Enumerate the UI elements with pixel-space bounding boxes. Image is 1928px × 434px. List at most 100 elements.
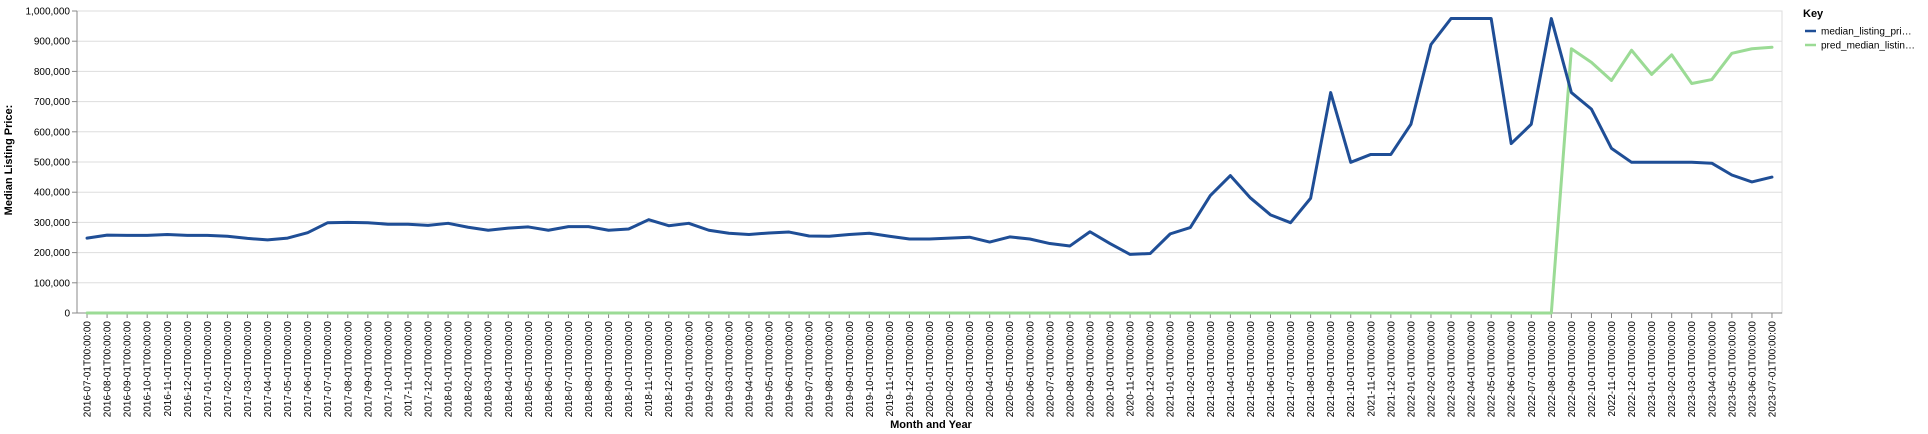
y-tick-label: 400,000 — [34, 188, 71, 199]
y-tick-label: 200,000 — [34, 248, 71, 259]
x-tick-label: 2020-04-01T00:00:00 — [985, 321, 996, 418]
x-tick-label: 2021-06-01T00:00:00 — [1266, 321, 1277, 418]
x-tick-label: 2021-04-01T00:00:00 — [1226, 321, 1237, 418]
x-tick-label: 2017-06-01T00:00:00 — [303, 321, 314, 418]
x-tick-label: 2019-05-01T00:00:00 — [765, 321, 776, 418]
x-tick-label: 2023-03-01T00:00:00 — [1687, 321, 1698, 418]
x-tick-label: 2022-08-01T00:00:00 — [1547, 321, 1558, 418]
legend-label: pred_median_listin… — [1821, 41, 1915, 52]
x-tick-label: 2019-09-01T00:00:00 — [845, 321, 856, 418]
x-tick-label: 2023-02-01T00:00:00 — [1667, 321, 1678, 418]
x-tick-label: 2019-01-01T00:00:00 — [684, 321, 695, 418]
x-tick-label: 2019-11-01T00:00:00 — [885, 321, 896, 417]
y-tick-label: 100,000 — [34, 278, 71, 289]
x-tick-label: 2018-06-01T00:00:00 — [544, 321, 555, 418]
x-tick-label: 2022-09-01T00:00:00 — [1567, 321, 1578, 418]
y-axis: 0 100,000 200,000 300,000 400,000 500,000 600,… — [26, 7, 78, 320]
x-tick-label: 2018-11-01T00:00:00 — [644, 321, 655, 417]
x-tick-label: 2018-09-01T00:00:00 — [604, 321, 615, 418]
y-tick-label: 700,000 — [34, 97, 71, 108]
x-tick-label: 2023-01-01T00:00:00 — [1647, 321, 1658, 418]
x-tick-label: 2022-10-01T00:00:00 — [1587, 321, 1598, 418]
x-tick-label: 2021-12-01T00:00:00 — [1386, 321, 1397, 418]
x-tick-label: 2021-02-01T00:00:00 — [1186, 321, 1197, 418]
x-tick-label: 2019-06-01T00:00:00 — [785, 321, 796, 418]
x-tick-label: 2019-03-01T00:00:00 — [724, 321, 735, 418]
x-tick-label: 2018-05-01T00:00:00 — [524, 321, 535, 418]
x-tick-label: 2019-12-01T00:00:00 — [905, 321, 916, 418]
x-tick-label: 2018-01-01T00:00:00 — [444, 321, 455, 418]
legend: Key median_listing_pri… pred_median_listi… — [1803, 8, 1915, 52]
x-tick-label: 2018-07-01T00:00:00 — [564, 321, 575, 418]
legend-label: median_listing_pri… — [1821, 27, 1912, 38]
x-tick-label: 2021-11-01T00:00:00 — [1366, 321, 1377, 417]
y-tick-label: 800,000 — [34, 67, 71, 78]
x-tick-label: 2020-02-01T00:00:00 — [945, 321, 956, 418]
x-tick-label: 2017-05-01T00:00:00 — [283, 321, 294, 418]
x-tick-label: 2021-01-01T00:00:00 — [1166, 321, 1177, 418]
x-tick-label: 2022-04-01T00:00:00 — [1467, 321, 1478, 418]
legend-title: Key — [1803, 8, 1824, 20]
x-tick-label: 2018-12-01T00:00:00 — [664, 321, 675, 418]
x-tick-label: 2021-09-01T00:00:00 — [1326, 321, 1337, 418]
x-tick-label: 2023-04-01T00:00:00 — [1707, 321, 1718, 418]
x-tick-label: 2019-02-01T00:00:00 — [704, 321, 715, 418]
x-tick-label: 2023-06-01T00:00:00 — [1747, 321, 1758, 418]
x-axis: 2016-07-01T00:00:00 2016-08-01T00:00:00 20… — [77, 312, 1782, 418]
x-tick-label: 2017-07-01T00:00:00 — [323, 321, 334, 418]
x-tick-label: 2022-03-01T00:00:00 — [1447, 321, 1458, 418]
x-tick-label: 2017-08-01T00:00:00 — [343, 321, 354, 418]
x-tick-label: 2017-04-01T00:00:00 — [263, 321, 274, 418]
y-tick-label: 900,000 — [34, 37, 71, 48]
x-tick-label: 2020-01-01T00:00:00 — [925, 321, 936, 418]
x-tick-label: 2017-03-01T00:00:00 — [243, 321, 254, 418]
x-tick-label: 2021-08-01T00:00:00 — [1306, 321, 1317, 418]
x-tick-label: 2022-01-01T00:00:00 — [1406, 321, 1417, 418]
x-tick-label: 2017-10-01T00:00:00 — [383, 321, 394, 418]
x-tick-label: 2016-07-01T00:00:00 — [83, 321, 94, 418]
x-tick-label: 2019-04-01T00:00:00 — [744, 321, 755, 418]
x-tick-label: 2020-12-01T00:00:00 — [1146, 321, 1157, 418]
x-tick-label: 2018-10-01T00:00:00 — [624, 321, 635, 418]
x-tick-label: 2022-12-01T00:00:00 — [1627, 321, 1638, 418]
x-tick-label: 2022-07-01T00:00:00 — [1527, 321, 1538, 418]
y-tick-label: 600,000 — [34, 127, 71, 138]
x-tick-label: 2016-10-01T00:00:00 — [143, 321, 154, 418]
x-tick-label: 2022-11-01T00:00:00 — [1607, 321, 1618, 417]
y-tick-label: 500,000 — [34, 158, 71, 169]
grid-lines — [76, 10, 1783, 314]
y-tick-label: 0 — [64, 309, 70, 320]
x-tick-label: 2020-05-01T00:00:00 — [1005, 321, 1016, 418]
x-tick-label: 2021-10-01T00:00:00 — [1346, 321, 1357, 418]
x-tick-label: 2016-12-01T00:00:00 — [183, 321, 194, 418]
series-line-median-listing-price — [85, 17, 1774, 256]
x-tick-label: 2020-11-01T00:00:00 — [1126, 321, 1137, 417]
x-tick-label: 2022-06-01T00:00:00 — [1507, 321, 1518, 418]
y-axis-title: Median Listing Price: — [3, 105, 15, 216]
x-tick-label: 2018-04-01T00:00:00 — [504, 321, 515, 418]
x-tick-label: 2016-08-01T00:00:00 — [103, 321, 114, 418]
x-tick-label: 2020-08-01T00:00:00 — [1065, 321, 1076, 418]
series-line-pred-median-listing-price — [85, 45, 1774, 315]
x-tick-label: 2017-09-01T00:00:00 — [363, 321, 374, 418]
x-tick-label: 2018-02-01T00:00:00 — [464, 321, 475, 418]
x-tick-label: 2021-07-01T00:00:00 — [1286, 321, 1297, 418]
x-tick-label: 2023-07-01T00:00:00 — [1767, 321, 1778, 418]
x-tick-label: 2018-03-01T00:00:00 — [484, 321, 495, 418]
y-tick-label: 300,000 — [34, 218, 71, 229]
x-tick-label: 2018-08-01T00:00:00 — [584, 321, 595, 418]
y-tick-label: 1,000,000 — [26, 7, 71, 18]
x-tick-label: 2017-11-01T00:00:00 — [403, 321, 414, 417]
x-tick-label: 2017-12-01T00:00:00 — [424, 321, 435, 418]
x-tick-label: 2019-08-01T00:00:00 — [825, 321, 836, 418]
x-tick-label: 2020-09-01T00:00:00 — [1085, 321, 1096, 418]
x-tick-label: 2023-05-01T00:00:00 — [1727, 321, 1738, 418]
x-tick-label: 2017-02-01T00:00:00 — [223, 321, 234, 418]
x-axis-title: Month and Year — [890, 419, 972, 431]
x-tick-label: 2017-01-01T00:00:00 — [203, 321, 214, 418]
x-tick-label: 2016-11-01T00:00:00 — [163, 321, 174, 417]
x-tick-label: 2019-07-01T00:00:00 — [805, 321, 816, 418]
x-tick-label: 2020-07-01T00:00:00 — [1045, 321, 1056, 418]
x-tick-label: 2020-06-01T00:00:00 — [1025, 321, 1036, 418]
x-tick-label: 2016-09-01T00:00:00 — [123, 321, 134, 418]
